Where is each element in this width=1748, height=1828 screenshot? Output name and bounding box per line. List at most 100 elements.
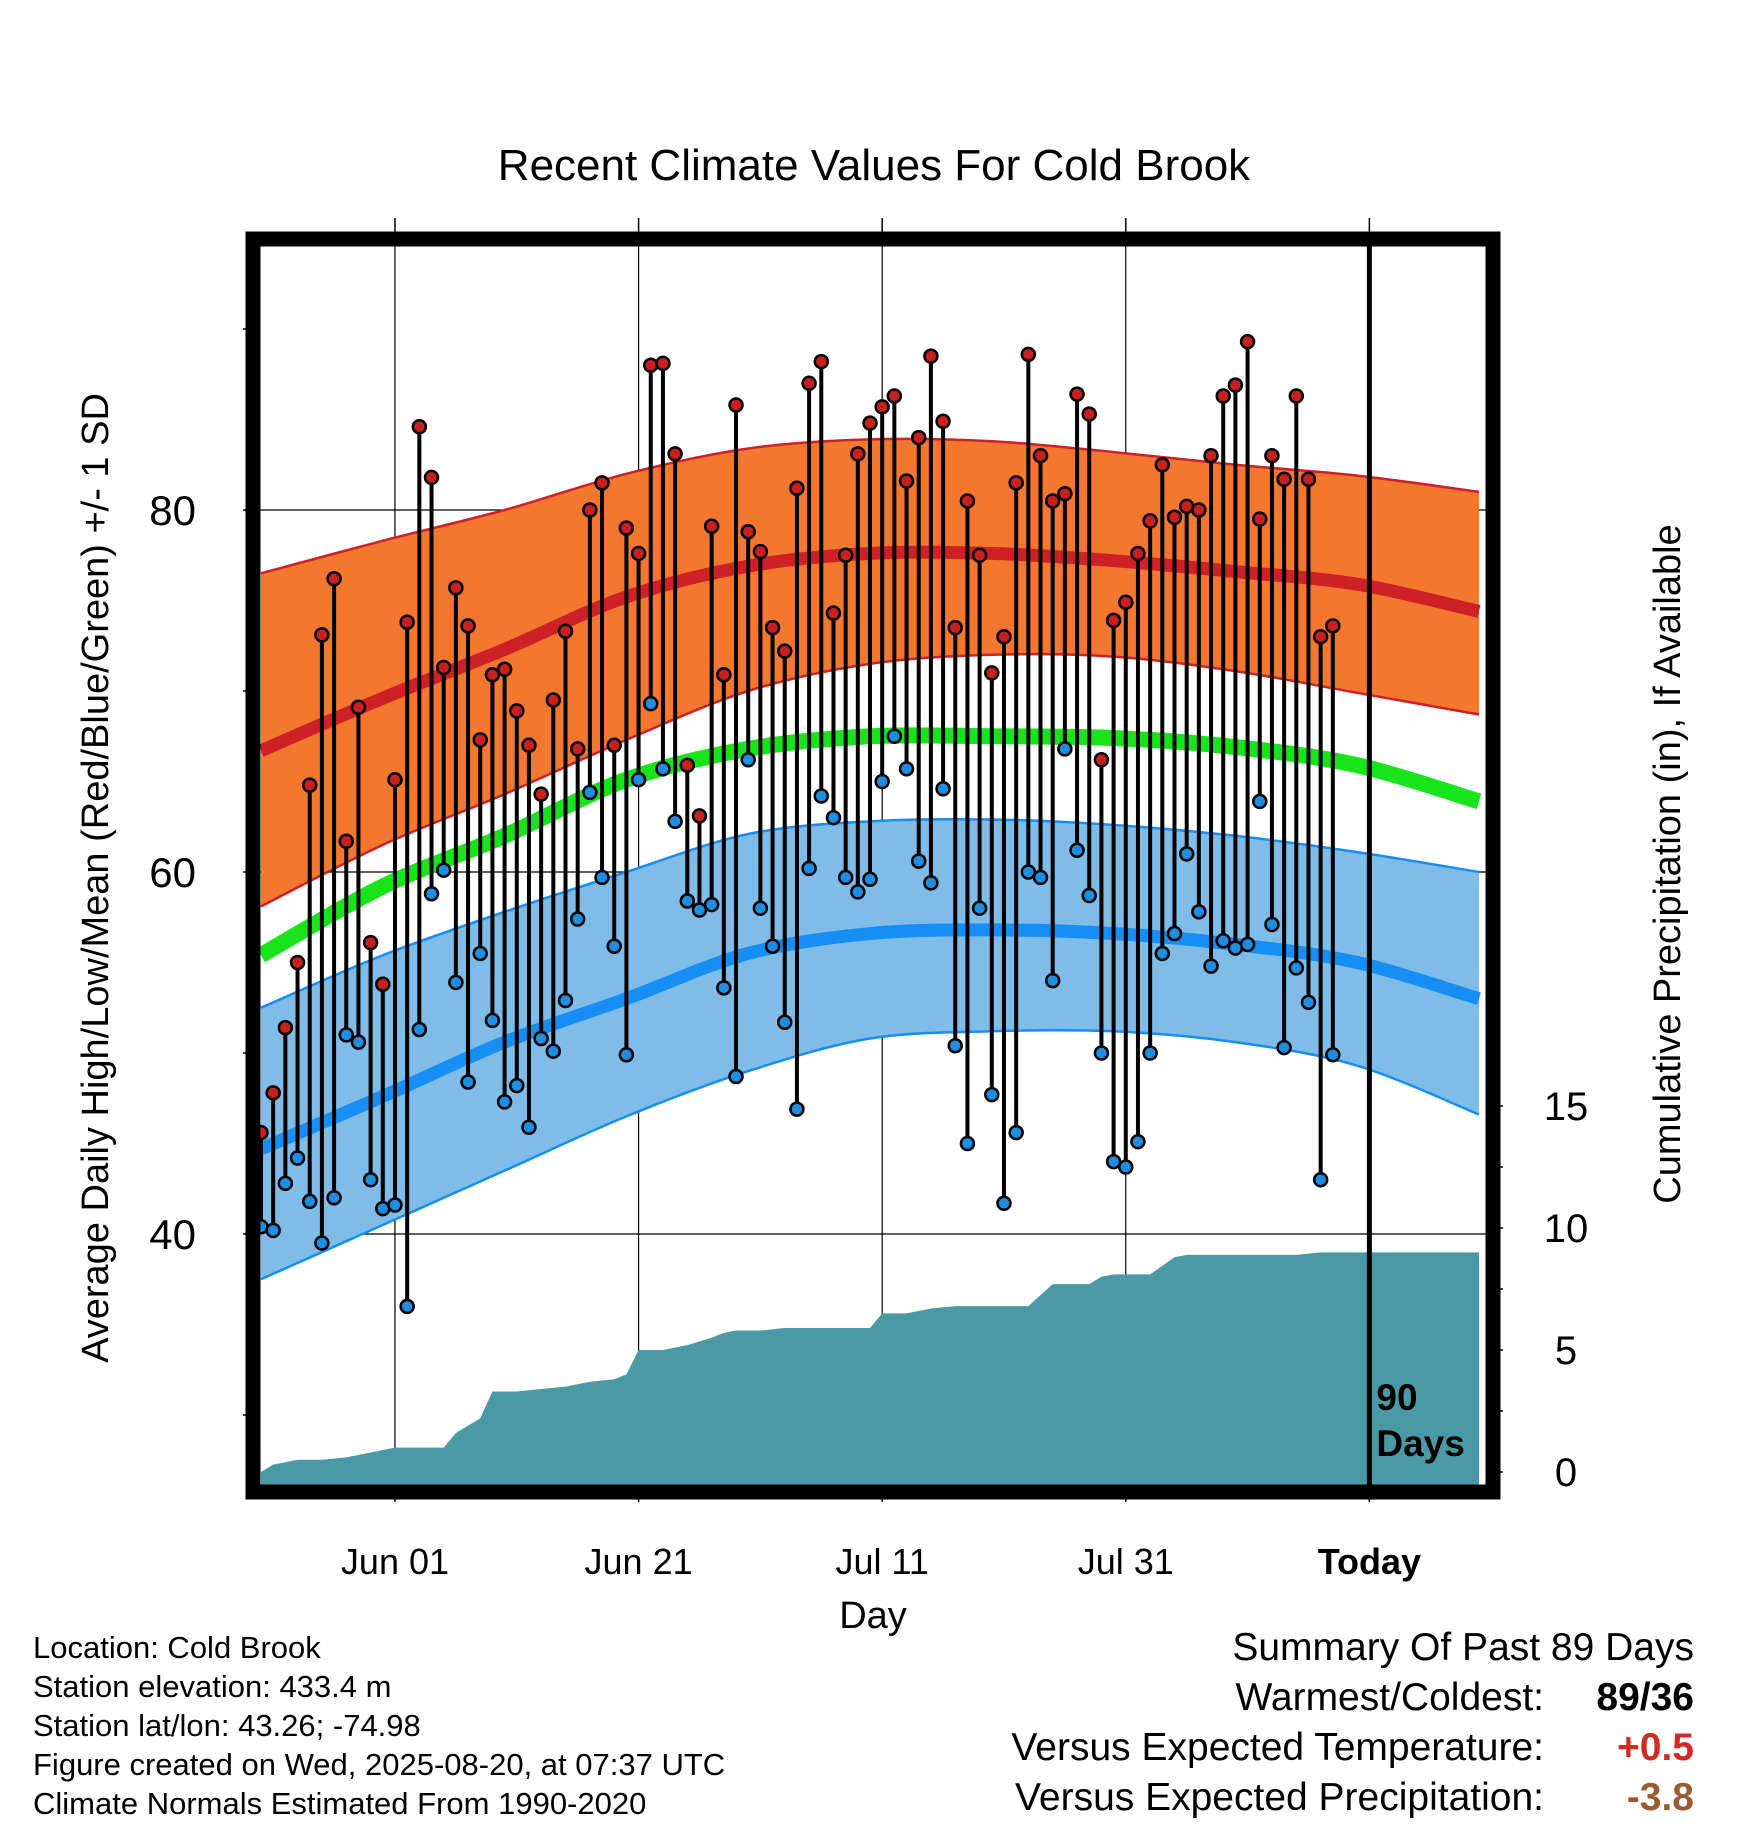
low-point bbox=[545, 1043, 562, 1059]
today-annotation: Days bbox=[1376, 1423, 1464, 1464]
high-point bbox=[1118, 594, 1134, 611]
high-point bbox=[277, 1019, 294, 1036]
low-point bbox=[1239, 936, 1256, 953]
high-point bbox=[484, 666, 501, 683]
low-point bbox=[484, 1012, 501, 1029]
low-point bbox=[496, 1094, 513, 1110]
low-point bbox=[691, 902, 708, 918]
precip-area bbox=[261, 1252, 1479, 1485]
low-point bbox=[582, 784, 598, 801]
low-point bbox=[1215, 933, 1231, 949]
low-point bbox=[1057, 741, 1073, 757]
precip-value: -3.8 bbox=[1626, 1776, 1694, 1819]
high-point bbox=[776, 643, 793, 659]
elevation-text: Station elevation: 433.4 m bbox=[33, 1669, 392, 1704]
high-point bbox=[1057, 485, 1073, 502]
low-point bbox=[387, 1197, 403, 1213]
plot-content: 90 Days bbox=[260, 246, 1486, 1485]
high-point bbox=[959, 493, 976, 509]
location-text: Location: Cold Brook bbox=[33, 1630, 321, 1665]
high-point bbox=[716, 666, 732, 683]
low-point bbox=[606, 938, 622, 954]
y2-axis-label: Cumulative Precipitation (in), If Availa… bbox=[1647, 524, 1689, 1203]
plot-frame bbox=[245, 231, 1501, 1500]
y2-tick-label: 0 bbox=[1555, 1451, 1577, 1495]
high-point bbox=[1325, 618, 1341, 634]
high-point bbox=[984, 665, 1000, 681]
high-point bbox=[643, 357, 659, 373]
low-point bbox=[971, 900, 988, 916]
high-point bbox=[350, 699, 367, 716]
low-point bbox=[703, 896, 720, 913]
low-point bbox=[569, 911, 586, 927]
high-point bbox=[837, 547, 854, 563]
high-point bbox=[423, 469, 440, 486]
high-point bbox=[667, 446, 683, 462]
high-point bbox=[1264, 447, 1280, 464]
low-point bbox=[1130, 1133, 1146, 1150]
low-point bbox=[362, 1171, 379, 1188]
low-point bbox=[874, 773, 890, 790]
low-point bbox=[1142, 1045, 1158, 1061]
high-point bbox=[850, 446, 866, 462]
high-point bbox=[1191, 502, 1207, 518]
high-point bbox=[630, 545, 647, 562]
low-point bbox=[1166, 925, 1183, 942]
high-point bbox=[582, 502, 598, 518]
low-point bbox=[448, 974, 464, 991]
y2-tick-label: 10 bbox=[1544, 1207, 1589, 1251]
high-point bbox=[1008, 475, 1024, 491]
high-point bbox=[472, 732, 488, 748]
precip-label: Versus Expected Precipitation: bbox=[1015, 1776, 1544, 1819]
y-tick-label: 60 bbox=[149, 849, 196, 896]
high-point bbox=[569, 741, 586, 757]
low-point bbox=[801, 860, 817, 877]
high-point bbox=[301, 777, 318, 793]
high-point bbox=[326, 571, 342, 587]
high-point bbox=[1081, 406, 1097, 422]
low-point bbox=[679, 893, 696, 909]
low-point bbox=[423, 885, 440, 902]
low-point bbox=[326, 1190, 342, 1206]
low-point bbox=[935, 780, 951, 797]
high-point bbox=[655, 355, 671, 372]
high-point bbox=[1276, 471, 1292, 487]
low-point bbox=[1191, 904, 1207, 920]
low-point bbox=[460, 1074, 476, 1090]
y-tick-label: 80 bbox=[149, 487, 196, 534]
low-point bbox=[301, 1193, 318, 1210]
high-point bbox=[460, 618, 476, 634]
low-point bbox=[594, 869, 610, 886]
high-point bbox=[496, 661, 513, 678]
high-point bbox=[789, 480, 805, 497]
high-point bbox=[1215, 388, 1231, 404]
low-point bbox=[740, 752, 756, 768]
x-tick-label: Today bbox=[1318, 1541, 1421, 1582]
x-axis-label: Day bbox=[839, 1595, 907, 1637]
high-point bbox=[411, 418, 428, 435]
low-point bbox=[947, 1038, 964, 1054]
high-point bbox=[996, 628, 1012, 645]
x-tick-label: Jun 01 bbox=[341, 1541, 449, 1582]
summary-warm-cold: Warmest/Coldest: 89/36 bbox=[1011, 1673, 1694, 1723]
high-point bbox=[1300, 471, 1317, 487]
latlon-text: Station lat/lon: 43.26; -74.98 bbox=[33, 1708, 421, 1743]
low-point bbox=[862, 871, 878, 887]
low-point bbox=[411, 1021, 428, 1038]
low-point bbox=[643, 695, 659, 712]
high-point bbox=[874, 399, 890, 415]
axes: 40 60 80 0 5 10 15 Jun 01 Jun 21 Jul 11 Jul 31 Toda… bbox=[149, 218, 1588, 1582]
high-point bbox=[435, 659, 452, 676]
low-point bbox=[996, 1195, 1012, 1211]
high-point bbox=[898, 473, 915, 489]
temp-label: Versus Expected Temperature: bbox=[1011, 1726, 1544, 1769]
temp-value: +0.5 bbox=[1617, 1726, 1694, 1769]
low-point bbox=[1252, 793, 1268, 810]
high-point bbox=[1203, 447, 1219, 464]
today-annotation: 90 bbox=[1376, 1377, 1417, 1418]
low-point bbox=[910, 853, 927, 869]
high-point bbox=[521, 737, 537, 754]
high-point bbox=[1020, 346, 1037, 363]
low-sd-band-lower-edge bbox=[260, 1028, 1480, 1281]
high-point bbox=[740, 523, 756, 540]
